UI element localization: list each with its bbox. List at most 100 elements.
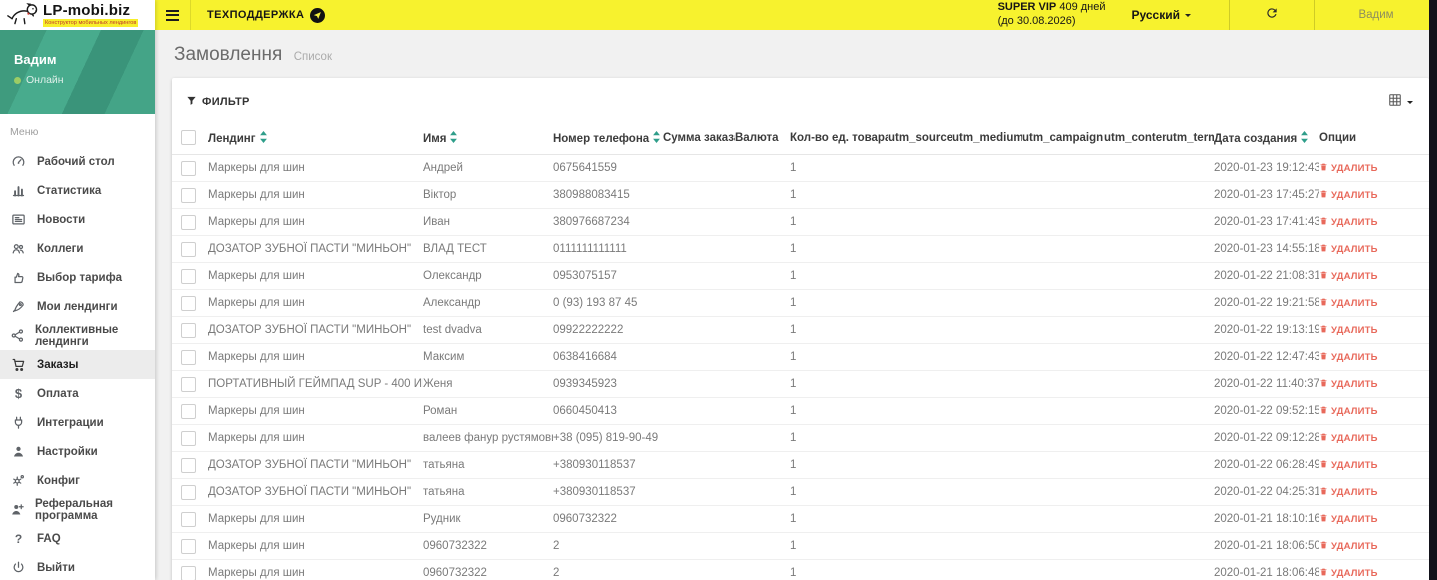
- row-checkbox[interactable]: [181, 565, 196, 580]
- row-checkbox[interactable]: [181, 484, 196, 500]
- chevron-down-icon: [1185, 14, 1191, 20]
- delete-button[interactable]: УДАЛИТЬ: [1319, 432, 1378, 445]
- cell-sum: [663, 316, 735, 344]
- sidebar-item-settings[interactable]: Настройки: [0, 437, 155, 466]
- sidebar-item-referral[interactable]: Реферальная программа: [0, 495, 155, 524]
- cell-utm_campaign: [1022, 505, 1104, 533]
- language-selector[interactable]: Русский: [1132, 8, 1191, 22]
- cell-sum: [663, 181, 735, 209]
- column-header-created[interactable]: Дата создания: [1214, 121, 1319, 155]
- delete-button[interactable]: УДАЛИТЬ: [1319, 567, 1378, 580]
- column-header-phone[interactable]: Номер телефона: [553, 121, 663, 155]
- hamburger-menu-icon[interactable]: [155, 0, 191, 30]
- cell-landing: Маркеры для шин: [208, 289, 423, 317]
- cell-utm_campaign: [1022, 154, 1104, 182]
- delete-button[interactable]: УДАЛИТЬ: [1319, 270, 1378, 283]
- sidebar-item-integrations[interactable]: Интеграции: [0, 408, 155, 437]
- delete-button[interactable]: УДАЛИТЬ: [1319, 378, 1378, 391]
- topbar: ТЕХПОДДЕРЖКА SUPER VIP 409 дней (до 30.0…: [155, 0, 1437, 30]
- sidebar-item-label: Конфиг: [37, 474, 80, 487]
- delete-button[interactable]: УДАЛИТЬ: [1319, 459, 1378, 472]
- sidebar-item-payment[interactable]: $ Оплата: [0, 379, 155, 408]
- sidebar-item-dashboard[interactable]: Рабочий стол: [0, 147, 155, 176]
- cell-phone: 380976687234: [553, 208, 663, 236]
- sidebar-item-config[interactable]: Конфиг: [0, 466, 155, 495]
- sidebar-item-faq[interactable]: ? FAQ: [0, 524, 155, 553]
- table-row: ДОЗАТОР ЗУБНОЇ ПАСТИ "МИНЬОН" ВЛАД ТЕСТ 01…: [172, 235, 1429, 263]
- row-checkbox[interactable]: [181, 538, 196, 554]
- delete-button[interactable]: УДАЛИТЬ: [1319, 162, 1378, 175]
- sidebar-item-orders[interactable]: Заказы: [0, 350, 155, 379]
- row-checkbox[interactable]: [181, 214, 196, 230]
- column-header-utm_term: utm_term: [1166, 121, 1214, 155]
- delete-button[interactable]: УДАЛИТЬ: [1319, 351, 1378, 364]
- trash-icon: [1319, 297, 1328, 310]
- delete-button[interactable]: УДАЛИТЬ: [1319, 486, 1378, 499]
- row-checkbox[interactable]: [181, 268, 196, 284]
- row-checkbox[interactable]: [181, 160, 196, 176]
- row-checkbox[interactable]: [181, 376, 196, 392]
- cell-landing: ПОРТАТИВНЫЙ ГЕЙМПАД SUP - 400 ИГР В 1: [208, 370, 423, 398]
- scrollbar[interactable]: [1429, 0, 1437, 580]
- plan-days: 409 дней: [1059, 1, 1106, 14]
- sidebar-item-collective[interactable]: Коллективные лендинги: [0, 321, 155, 350]
- sidebar-item-logout[interactable]: Выйти: [0, 553, 155, 580]
- cell-utm_source: [888, 505, 952, 533]
- row-checkbox[interactable]: [181, 430, 196, 446]
- sidebar-item-landings[interactable]: Мои лендинги: [0, 292, 155, 321]
- column-settings-button[interactable]: [1388, 93, 1413, 110]
- table-row: Маркеры для шин Рудник 0960732322 1 2020-01-…: [172, 505, 1429, 533]
- delete-button[interactable]: УДАЛИТЬ: [1319, 405, 1378, 418]
- column-label: Сумма заказа: [663, 131, 735, 144]
- row-checkbox[interactable]: [181, 457, 196, 473]
- sidebar-item-news[interactable]: Новости: [0, 205, 155, 234]
- support-button[interactable]: ТЕХПОДДЕРЖКА: [207, 7, 326, 23]
- cell-phone: +380930118537: [553, 451, 663, 479]
- select-all-checkbox[interactable]: [181, 130, 196, 145]
- cell-utm_content: [1104, 397, 1166, 425]
- topbar-divider: [1314, 0, 1315, 30]
- topbar-username[interactable]: Вадим: [1358, 9, 1394, 21]
- row-options-cell: УДАЛИТЬ: [1319, 424, 1429, 452]
- cell-sum: [663, 397, 735, 425]
- cell-phone: 2: [553, 532, 663, 560]
- row-checkbox[interactable]: [181, 187, 196, 203]
- cell-created: 2020-01-22 12:47:43: [1214, 343, 1319, 371]
- column-header-landing[interactable]: Лендинг: [208, 121, 423, 155]
- row-checkbox[interactable]: [181, 349, 196, 365]
- delete-button[interactable]: УДАЛИТЬ: [1319, 243, 1378, 256]
- delete-button[interactable]: УДАЛИТЬ: [1319, 540, 1378, 553]
- trash-icon: [1319, 243, 1328, 256]
- delete-button[interactable]: УДАЛИТЬ: [1319, 297, 1378, 310]
- row-checkbox[interactable]: [181, 403, 196, 419]
- delete-button[interactable]: УДАЛИТЬ: [1319, 189, 1378, 202]
- cell-utm_medium: [952, 478, 1022, 506]
- column-header-checkbox: [172, 121, 208, 155]
- cell-utm_source: [888, 370, 952, 398]
- filter-button[interactable]: ФИЛЬТР: [186, 95, 250, 109]
- cell-sum: [663, 370, 735, 398]
- trash-icon: [1319, 216, 1328, 229]
- logo[interactable]: LP-mobi.biz Конструктор мобильных лендин…: [0, 0, 155, 30]
- sidebar-item-colleagues[interactable]: Коллеги: [0, 234, 155, 263]
- sidebar-item-label: Коллективные лендинги: [35, 323, 119, 348]
- column-label: Кол-во ед. товара: [790, 131, 888, 144]
- sidebar-item-statistics[interactable]: Статистика: [0, 176, 155, 205]
- sidebar-profile: Вадим Онлайн: [0, 30, 155, 114]
- delete-button[interactable]: УДАЛИТЬ: [1319, 513, 1378, 526]
- delete-button[interactable]: УДАЛИТЬ: [1319, 324, 1378, 337]
- cell-qty: 1: [790, 451, 888, 479]
- delete-label: УДАЛИТЬ: [1331, 540, 1378, 552]
- sidebar-item-tariff[interactable]: Выбор тарифа: [0, 263, 155, 292]
- refresh-button[interactable]: [1230, 0, 1314, 30]
- row-checkbox[interactable]: [181, 295, 196, 311]
- plan-until: (до 30.08.2026): [997, 15, 1076, 27]
- cell-utm_medium: [952, 343, 1022, 371]
- delete-button[interactable]: УДАЛИТЬ: [1319, 216, 1378, 229]
- row-checkbox-cell: [172, 316, 208, 344]
- row-checkbox[interactable]: [181, 241, 196, 257]
- row-checkbox[interactable]: [181, 322, 196, 338]
- sidebar-item-label: Настройки: [37, 445, 98, 458]
- row-checkbox[interactable]: [181, 511, 196, 527]
- column-header-name[interactable]: Имя: [423, 121, 553, 155]
